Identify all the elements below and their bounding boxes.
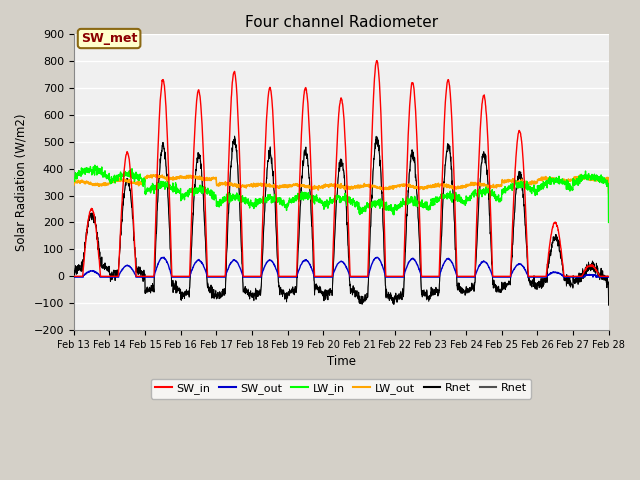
Legend: SW_in, SW_out, LW_in, LW_out, Rnet, Rnet: SW_in, SW_out, LW_in, LW_out, Rnet, Rnet (151, 379, 531, 399)
Text: SW_met: SW_met (81, 32, 138, 45)
X-axis label: Time: Time (326, 355, 356, 369)
Title: Four channel Radiometer: Four channel Radiometer (244, 15, 438, 30)
Y-axis label: Solar Radiation (W/m2): Solar Radiation (W/m2) (15, 113, 28, 251)
